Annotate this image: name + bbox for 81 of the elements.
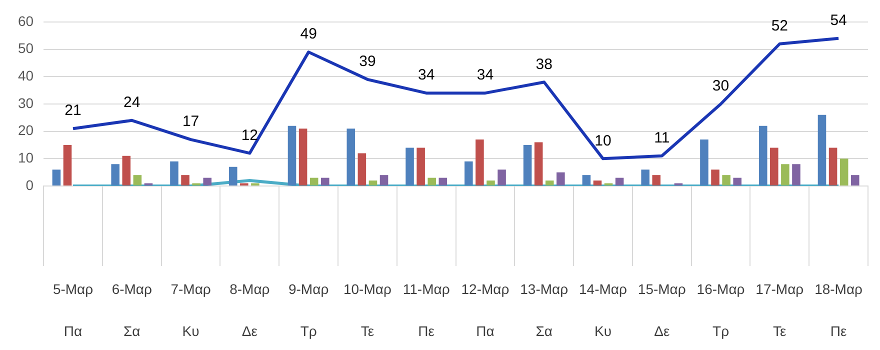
y-tick-label: 0 [26,176,34,193]
category-label: 5-Μαρ Πα [52,280,94,339]
bar [368,180,378,186]
bar [781,164,790,186]
bar [111,164,120,186]
category-label: 15-Μαρ Δε [638,280,686,339]
category-label: 9-Μαρ Τρ [288,280,329,339]
bar [438,178,448,186]
y-tick-label: 60 [18,12,34,29]
data-label: 34 [418,66,435,84]
y-tick-label: 50 [18,40,34,56]
bar [298,128,308,186]
y-tick-label: 40 [18,68,34,84]
bar [615,178,624,186]
bar [534,142,543,186]
bar [641,170,650,186]
bar [850,175,860,186]
bar [358,153,366,186]
bar [792,164,800,186]
bar [228,166,238,186]
bar [476,140,484,186]
bar [133,175,142,186]
data-label: 52 [771,18,788,35]
data-label: 54 [830,12,847,30]
data-label: 17 [182,113,200,130]
category-label: 18-Μαρ Πε [814,280,863,339]
category-label: 10-Μαρ Τε [343,280,392,339]
bar [840,158,848,186]
bar [52,170,61,186]
bar [310,178,318,186]
bar [652,175,661,186]
category-label: 12-Μαρ Πα [461,280,510,339]
category-label: 13-Μαρ Σα [520,280,568,339]
data-label: 12 [241,126,258,144]
data-label: 34 [476,66,494,84]
data-label: 39 [359,53,376,70]
bar [498,170,506,186]
bar [733,178,742,186]
bar [700,140,708,186]
bar [181,175,190,186]
bar [556,172,565,186]
bar [428,178,436,186]
bar [63,145,72,186]
bar [758,126,768,186]
data-label: 10 [594,132,612,150]
category-label: 7-Μαρ Κυ [170,280,211,339]
category-label: 11-Μαρ Πε [402,280,450,339]
bar [818,114,826,186]
bar [828,148,838,186]
bar [523,145,532,186]
bar [288,126,296,186]
bar [170,161,178,186]
bar [346,128,356,186]
bar [416,148,425,186]
data-label: 24 [124,94,140,112]
category-label: 14-Μαρ Κυ [579,280,627,339]
y-tick-label: 20 [18,122,34,138]
y-tick-label: 10 [18,150,34,166]
bar [406,148,414,186]
data-label: 49 [300,26,317,43]
category-label: 16-Μαρ Τρ [696,280,745,339]
bar [593,180,602,186]
bar [546,180,554,186]
bar [770,148,778,186]
bar [464,161,473,186]
bar [380,175,388,186]
bar [122,156,131,186]
category-label: 6-Μαρ Σα [112,280,152,339]
data-label: 38 [536,56,552,73]
y-tick-label: 30 [18,94,34,111]
bar [711,170,720,186]
bar [486,180,495,186]
data-label: 11 [654,130,670,147]
category-label: 8-Μαρ Δε [230,280,270,339]
bar [582,175,591,186]
data-label: 30 [712,78,730,95]
bar [203,178,212,186]
bar [320,178,330,186]
bar [722,175,730,186]
category-label: 17-Μαρ Τε [756,280,804,339]
data-label: 21 [64,102,82,120]
